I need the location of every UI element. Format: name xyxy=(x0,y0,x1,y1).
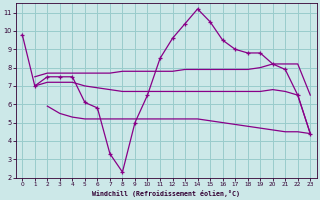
X-axis label: Windchill (Refroidissement éolien,°C): Windchill (Refroidissement éolien,°C) xyxy=(92,190,240,197)
